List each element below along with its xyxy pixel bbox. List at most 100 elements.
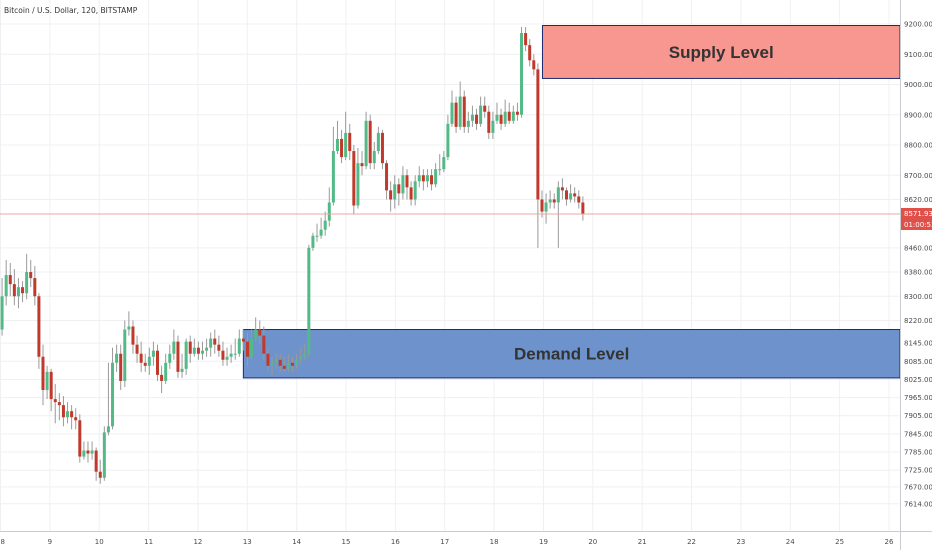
candle — [495, 102, 499, 124]
candle-body — [565, 190, 569, 200]
candle — [323, 211, 327, 236]
demand-level-label: Demand Level — [514, 345, 629, 364]
candle-body — [241, 338, 245, 342]
candle — [290, 356, 294, 372]
current-price-label: 8571.93 — [904, 210, 932, 218]
candle — [45, 365, 49, 400]
demand-level-zone[interactable] — [242, 329, 901, 379]
candle-body — [266, 353, 270, 366]
candle-body — [168, 353, 172, 363]
candle — [135, 335, 139, 363]
candle — [544, 193, 548, 224]
price-tick-label: 7670.00 — [904, 483, 932, 491]
candle-body — [196, 347, 200, 354]
candle-body — [487, 111, 491, 133]
candle — [258, 320, 262, 345]
candle — [421, 169, 425, 191]
candle-body — [4, 275, 8, 297]
candle — [37, 293, 41, 369]
candle — [376, 126, 380, 155]
candle — [389, 181, 393, 212]
candle — [454, 96, 458, 133]
candle — [331, 126, 335, 206]
candle-body — [201, 350, 204, 354]
candle-body — [389, 190, 393, 200]
candle — [111, 347, 115, 430]
candle — [340, 129, 344, 164]
candle-body — [499, 114, 503, 124]
candle-body — [123, 329, 127, 381]
candle — [33, 266, 37, 306]
price-tick-label: 9200.00 — [904, 21, 932, 29]
candle — [327, 187, 331, 227]
candle-body — [438, 169, 442, 171]
price-tick-label: 8380.00 — [904, 269, 932, 277]
candle-body — [250, 338, 254, 357]
candle-body — [405, 175, 409, 188]
candle-body — [41, 356, 45, 391]
candle — [102, 426, 106, 481]
price-axis[interactable]: 9200.00 9100.00 9000.00 8900.00 8800.00 8700.… — [904, 21, 932, 509]
candle — [352, 145, 356, 215]
candle — [487, 105, 491, 139]
candle — [315, 223, 319, 242]
candle — [282, 356, 286, 372]
time-axis[interactable]: 8 9 10 11 12 13 14 15 16 17 18 19 20 21 22 23 24 25 26 — [1, 538, 894, 546]
candle-body — [245, 341, 249, 357]
candle-body — [90, 450, 94, 454]
chart-title: Bitcoin / U.S. Dollar, 120, BITSTAMP — [4, 6, 138, 15]
candle-body — [327, 202, 331, 221]
candle-body — [16, 287, 20, 297]
candle — [552, 193, 556, 209]
candle-body — [57, 402, 61, 406]
candle — [233, 338, 237, 360]
supply-level-zone[interactable] — [541, 25, 901, 79]
candle-body — [560, 187, 564, 191]
candle — [188, 335, 192, 363]
candle — [184, 338, 188, 375]
candle — [356, 148, 360, 209]
candle-body — [315, 235, 319, 237]
candle-body — [164, 362, 168, 381]
candle — [245, 332, 249, 366]
candle-body — [409, 187, 413, 200]
candle — [450, 90, 454, 127]
candle — [532, 54, 536, 76]
candle — [438, 154, 442, 176]
time-tick-label: 19 — [539, 538, 548, 546]
candle-body — [25, 272, 29, 294]
candle-body — [221, 350, 225, 360]
candle — [299, 347, 303, 363]
candle — [66, 402, 70, 424]
candle — [368, 114, 372, 170]
candle — [217, 335, 221, 357]
candle-body — [401, 175, 405, 194]
time-tick-label: 8 — [1, 538, 5, 546]
candle-body — [37, 296, 41, 357]
time-tick-label: 24 — [786, 538, 795, 546]
candle-body — [417, 175, 421, 182]
candle — [430, 169, 434, 191]
candle-body — [503, 111, 507, 124]
candle-body — [385, 163, 389, 191]
zones-layer: Supply Level Demand Level — [242, 25, 901, 379]
candle-body — [205, 347, 209, 351]
candle — [164, 353, 168, 384]
time-tick-label: 13 — [243, 538, 252, 546]
candle-body — [458, 96, 462, 127]
price-tick-label: 8700.00 — [904, 172, 932, 180]
candle — [380, 129, 384, 170]
candle — [41, 344, 45, 406]
candle-body — [86, 450, 90, 454]
candle — [78, 414, 82, 463]
candle-body — [29, 272, 33, 279]
candle — [12, 269, 16, 306]
candle-body — [360, 163, 364, 167]
price-tick-label: 8145.00 — [904, 340, 932, 348]
candle-body — [106, 426, 110, 433]
candle-body — [176, 341, 180, 372]
price-tick-label: 8460.00 — [904, 244, 932, 252]
candle — [475, 108, 479, 130]
candle — [254, 317, 258, 342]
